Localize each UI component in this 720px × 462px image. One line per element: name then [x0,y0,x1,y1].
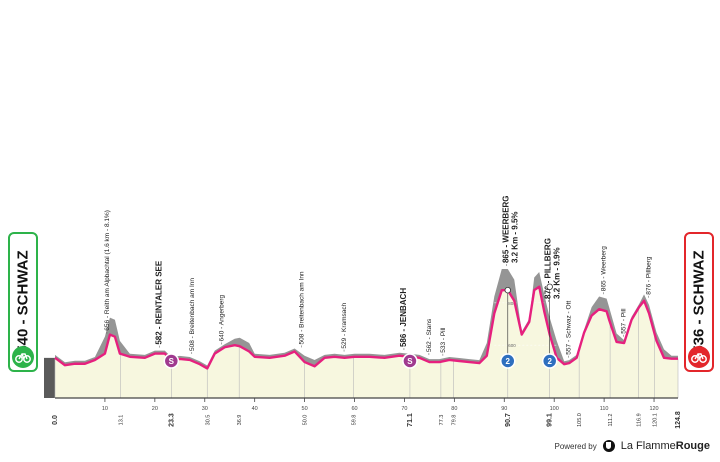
waypoint-label: 865 - Weerberg [601,246,608,291]
km-marker-label: 90.7 [505,413,512,427]
x-axis-tick-label: 110 [600,406,609,412]
km-marker-label: 13.1 [118,415,124,426]
x-axis-tick-label: 100 [550,406,559,412]
km-marker-label: 36.9 [237,415,243,426]
waypoint-label: 533 - Pill [440,327,447,353]
sprint-badge [163,353,180,369]
start-bike-icon [12,346,34,368]
sprint-badge-text: S [407,357,413,366]
brand-light: La Flamme [620,440,676,452]
waypoint-label: 656 - Reith am Alpbachtal (1.6 km - 8.1%… [104,210,111,331]
left-edge-wedge [44,357,55,398]
km-marker-label: 111.2 [608,414,614,427]
km-marker-label: 30.5 [205,415,211,426]
km-marker-label: 105.0 [577,413,583,427]
x-axis-tick-label: 50 [302,406,308,412]
altitude-ref-label: 800 [508,301,516,306]
waypoint-label: 582 - REINTALER SEE [154,260,163,345]
kom-point [504,286,511,294]
km-marker-label: 120.1 [653,413,659,427]
km-marker-label: 50.0 [303,415,309,426]
waypoint-label: 557 - Schwaz - Ott [566,301,573,355]
x-axis-tick-label: 30 [202,406,208,412]
waypoint-label: 508 - Breitenbach am Inn [299,271,306,344]
waypoint-label: 508 - Breitenbach am Inn [189,278,196,351]
sprint-badge-text: S [169,357,175,366]
waypoint-label: 876 - Pillberg [646,256,653,295]
kom-badge [541,353,558,369]
brand-name: La FlammeRouge [621,440,710,452]
flamme-rouge-logo-icon [602,440,615,452]
km-marker-label: 124.8 [675,411,682,429]
waypoint-label: 557 - Pill [621,308,628,334]
footer-credit: Powered by La FlammeRouge [554,438,710,454]
x-axis-tick-label: 40 [252,406,258,412]
kom-point [546,283,553,290]
waypoint-sublabel: 3.2 Km - 9.9% [553,247,562,299]
brand-bold: Rouge [675,440,710,452]
kom-badge-text: 2 [547,357,552,366]
km-marker-label: 71.1 [407,413,414,427]
waypoint-label: 876 - PILLBERG [544,238,553,299]
powered-by-text: Powered by [554,441,597,451]
x-axis-tick-label: 20 [152,406,158,412]
sprint-badge [402,353,418,369]
waypoint-label: 640 - Angerberg [219,294,226,341]
start-label: 540 - SCHWAZ [14,250,32,354]
start-label-box: 540 - SCHWAZ [8,232,38,372]
x-axis-tick-label: 90 [501,406,507,412]
km-marker-label: 59.8 [352,415,358,426]
km-marker-label: 0.0 [52,415,59,425]
km-marker-label: 23.3 [168,413,175,427]
km-marker-label: 99.1 [547,413,554,427]
x-axis-tick-label: 70 [401,406,407,412]
km-marker-label: 116.9 [637,413,643,426]
waypoint-label: 865 - WEERBERG [501,195,510,263]
waypoint-label: 562 - Stans [426,318,433,352]
finish-label: 536 - SCHWAZ [690,250,708,354]
km-marker-label: 77.3 [439,415,445,426]
finish-bike-icon [688,346,710,368]
x-axis-tick-label: 120 [649,406,658,412]
waypoint-label: 586 - JENBACH [399,288,408,347]
waypoint-label: 529 - Kramsach [341,302,348,348]
profile-area [55,286,678,398]
kom-badge [500,353,516,369]
km-marker-label: 79.8 [451,415,457,426]
finish-label-box: 536 - SCHWAZ [684,232,714,372]
kom-badge-text: 2 [506,357,511,366]
x-axis-tick-label: 60 [351,406,357,412]
x-axis-tick-label: 80 [451,406,457,412]
x-axis-tick-label: 10 [102,406,108,412]
altitude-ref-label: 600 [508,343,516,348]
waypoint-sublabel: 3.2 Km - 9.5% [510,211,519,263]
